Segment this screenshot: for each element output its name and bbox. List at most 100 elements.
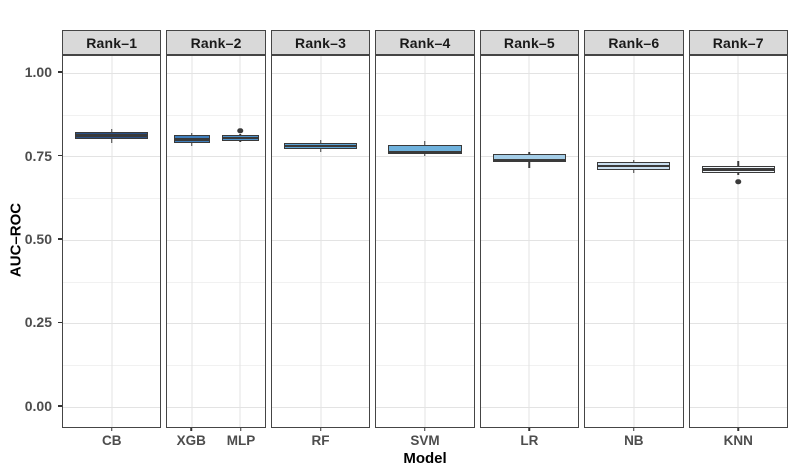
- x-tick-label: RF: [311, 432, 330, 448]
- median-line: [222, 136, 259, 140]
- gridline-vertical: [528, 55, 530, 427]
- whisker-lower: [633, 170, 635, 173]
- x-axis-labels: LR: [480, 427, 579, 452]
- gridline-major: [167, 406, 265, 408]
- facet-column: Rank–6 NB: [584, 30, 684, 452]
- whisker-upper: [110, 128, 113, 133]
- median-line: [173, 138, 211, 141]
- y-axis: 1.00 0.75 0.50 0.25 0.00: [0, 55, 62, 428]
- median-line: [597, 164, 671, 168]
- x-axis-labels: KNN: [689, 427, 788, 452]
- x-tick-label: KNN: [723, 432, 753, 448]
- whisker-upper: [239, 134, 242, 136]
- facet-strip-label: Rank–5: [479, 30, 580, 55]
- median-line: [492, 159, 566, 162]
- facet-column: Rank–1 CB: [62, 30, 162, 452]
- whisker-upper: [424, 141, 426, 145]
- facet-strip-label: Rank–3: [270, 30, 371, 55]
- x-tick-label: CB: [101, 432, 122, 448]
- gridline-major: [167, 323, 265, 325]
- x-tick-label: LR: [520, 432, 539, 448]
- gridline-minor: [167, 281, 265, 283]
- boxplot-box: [492, 153, 566, 163]
- facet-column: Rank–7 KNN: [688, 30, 788, 452]
- x-tick-mark: [737, 427, 739, 432]
- x-tick-mark: [240, 427, 242, 432]
- x-axis-labels: NB: [584, 427, 683, 452]
- whisker-upper: [633, 159, 635, 162]
- whisker-lower: [528, 162, 531, 168]
- facet-strip-label: Rank–6: [584, 30, 684, 55]
- facet-panel: [375, 54, 475, 428]
- facet-panels-container: Rank–1 CB Rank–2 XGB MLP Rank–3 RF Rank–4 SVM Ran…: [62, 30, 788, 452]
- facet-panel: [688, 54, 788, 428]
- x-tick-mark: [633, 427, 635, 432]
- x-tick-mark: [319, 427, 322, 432]
- gridline-major: [167, 239, 265, 241]
- y-tick-label: 0.25: [24, 314, 52, 331]
- facet-panel: [479, 54, 580, 428]
- whisker-lower: [239, 140, 242, 142]
- x-tick-mark: [110, 427, 113, 432]
- facet-strip-label: Rank–4: [375, 30, 475, 55]
- facet-strip-label: Rank–1: [62, 30, 162, 55]
- y-tick-label: 0.00: [24, 397, 52, 414]
- gridline-vertical: [111, 55, 113, 427]
- facet-panel: [62, 54, 162, 428]
- outlier-point: [237, 128, 244, 134]
- x-tick-label: XGB: [176, 432, 206, 448]
- x-tick-mark: [528, 427, 531, 432]
- median-line: [388, 150, 462, 154]
- gridline-minor: [167, 365, 265, 367]
- median-line: [284, 144, 358, 148]
- whisker-lower: [424, 153, 426, 156]
- gridline-vertical: [424, 55, 426, 427]
- whisker-upper: [319, 139, 322, 143]
- gridline-vertical: [320, 55, 322, 427]
- whisker-upper: [528, 152, 531, 154]
- facet-column: Rank–5 LR: [479, 30, 580, 452]
- gridline-vertical: [737, 55, 739, 427]
- x-axis-labels: XGB MLP: [166, 427, 265, 452]
- gridline-major: [167, 72, 265, 74]
- y-tick-mark: [58, 405, 62, 407]
- gridline-vertical: [191, 55, 193, 427]
- y-tick-label: 0.50: [24, 230, 52, 247]
- median-line: [75, 134, 149, 137]
- facet-strip-label: Rank–2: [166, 30, 266, 55]
- facet-column: Rank–2 XGB MLP: [166, 30, 266, 452]
- x-axis-labels: RF: [271, 427, 370, 452]
- facet-column: Rank–3 RF: [270, 30, 371, 452]
- y-tick-mark: [58, 154, 62, 157]
- x-tick-label: SVM: [410, 432, 440, 448]
- x-tick-label: MLP: [226, 432, 256, 448]
- median-line: [701, 168, 775, 171]
- whisker-upper: [191, 132, 193, 135]
- gridline-major: [167, 156, 265, 158]
- whisker-lower: [737, 173, 739, 175]
- facet-strip-label: Rank–7: [688, 30, 788, 55]
- x-tick-mark: [424, 427, 426, 432]
- x-tick-mark: [190, 427, 193, 432]
- x-axis-labels: SVM: [375, 427, 474, 452]
- y-tick-label: 0.75: [24, 147, 52, 164]
- y-tick-mark: [58, 238, 62, 240]
- gridline-vertical: [239, 55, 241, 427]
- facet-column: Rank–4 SVM: [375, 30, 475, 452]
- x-axis-title: Model: [403, 450, 447, 467]
- x-axis-labels: CB: [62, 427, 161, 452]
- x-tick-label: NB: [624, 432, 644, 448]
- y-tick-label: 1.00: [24, 64, 52, 81]
- whisker-lower: [110, 138, 113, 143]
- whisker-lower: [319, 148, 322, 153]
- gridline-minor: [167, 198, 265, 200]
- y-tick-mark: [58, 321, 62, 324]
- y-tick-mark: [58, 71, 62, 73]
- whisker-lower: [191, 142, 193, 146]
- gridline-minor: [167, 114, 265, 116]
- facet-panel: [270, 54, 371, 428]
- whisker-upper: [737, 161, 739, 166]
- facet-panel: [584, 54, 684, 428]
- gridline-vertical: [633, 55, 635, 427]
